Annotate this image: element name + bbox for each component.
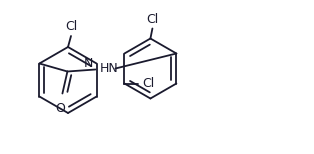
Text: O: O <box>56 103 65 116</box>
Text: Cl: Cl <box>143 77 155 90</box>
Text: N: N <box>84 57 93 70</box>
Text: Cl: Cl <box>65 20 77 33</box>
Text: Cl: Cl <box>146 12 159 26</box>
Text: HN: HN <box>100 62 118 75</box>
